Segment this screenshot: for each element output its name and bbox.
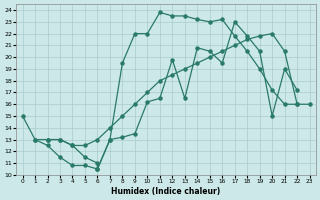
X-axis label: Humidex (Indice chaleur): Humidex (Indice chaleur) [111, 187, 221, 196]
